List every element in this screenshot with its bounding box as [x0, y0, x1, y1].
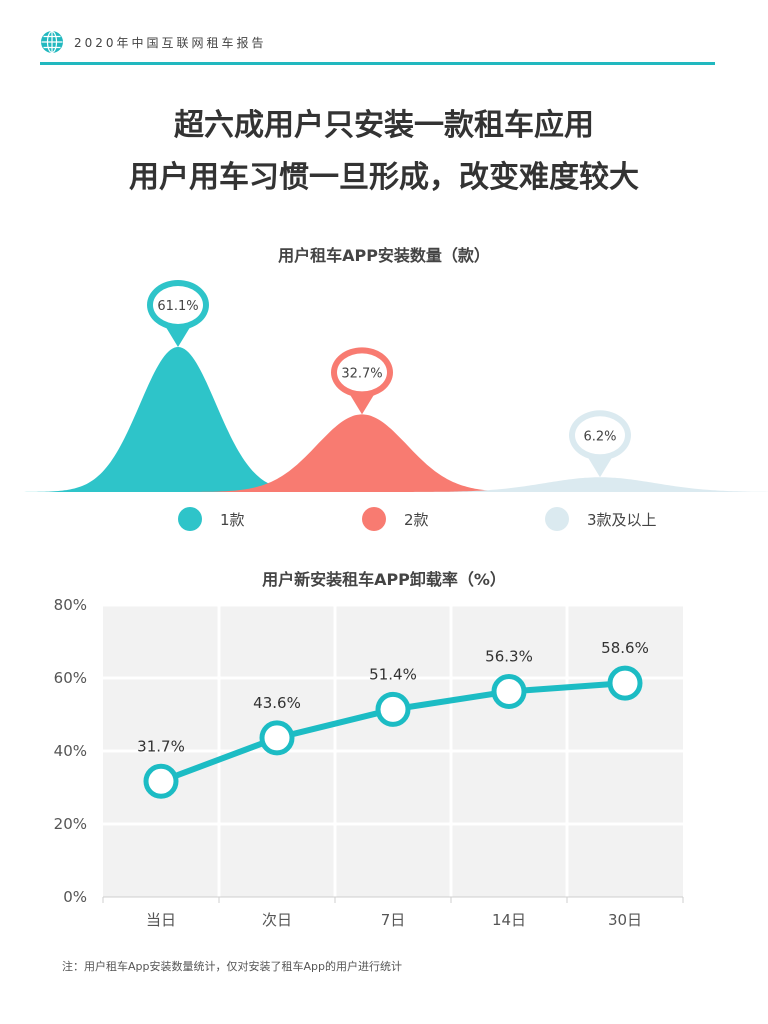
chart1-legend: 1款 2款 3款及以上	[0, 506, 768, 532]
data-label: 51.4%	[369, 665, 417, 683]
data-point	[375, 691, 411, 727]
legend-swatch-2	[362, 507, 386, 531]
data-point	[259, 720, 295, 756]
footnote: 注：用户租车App安装数量统计，仅对安装了租车App的用户进行统计	[62, 960, 402, 973]
y-tick-label: 20%	[54, 815, 87, 833]
pin-pointer	[164, 324, 192, 347]
curve-1款	[18, 347, 338, 492]
uninstall-rate-chart: 0% 20% 40% 60% 80% 当日 次日 7日 14日 30日 31.7% 43.6% 51.4…	[54, 596, 684, 929]
header-rule	[40, 62, 715, 65]
value-pin-1: 61.1%	[147, 280, 209, 347]
legend-item-2: 2款	[362, 506, 429, 532]
y-tick-label: 40%	[54, 742, 87, 760]
legend-swatch-1	[178, 507, 202, 531]
legend-label-1: 1款	[220, 510, 245, 529]
data-point	[607, 665, 643, 701]
x-tick-label: 30日	[608, 911, 642, 929]
chart1-title: 用户租车APP安装数量（款）	[278, 246, 490, 265]
value-label: 6.2%	[583, 429, 616, 444]
curve-2款	[173, 414, 551, 492]
data-label: 31.7%	[137, 737, 185, 755]
curve-3款及以上	[369, 477, 768, 492]
globe-icon	[41, 30, 63, 54]
data-label: 43.6%	[253, 694, 301, 712]
legend-swatch-3	[545, 507, 569, 531]
y-tick-label: 0%	[63, 888, 87, 906]
x-tick-label: 次日	[262, 911, 292, 929]
report-title: 2020年中国互联网租车报告	[74, 36, 267, 50]
value-pin-3: 6.2%	[569, 410, 631, 478]
pin-face	[337, 353, 387, 392]
pin-pointer	[348, 391, 376, 415]
report-header: 2020年中国互联网租车报告	[40, 28, 715, 65]
value-label: 61.1%	[157, 299, 198, 314]
pin-pointer	[586, 454, 614, 478]
y-tick-label: 80%	[54, 596, 87, 614]
value-label: 32.7%	[341, 366, 382, 381]
x-tick-label: 当日	[146, 911, 176, 929]
legend-item-1: 1款	[178, 506, 245, 532]
headline: 超六成用户只安装一款租车应用 用户用车习惯一旦形成，改变难度较大	[0, 100, 768, 204]
headline-line-1: 超六成用户只安装一款租车应用	[174, 108, 594, 143]
x-tick-label: 14日	[492, 911, 526, 929]
legend-label-2: 2款	[404, 510, 429, 529]
pin-face	[153, 286, 203, 324]
legend-label-3: 3款及以上	[587, 510, 657, 529]
data-label: 58.6%	[601, 639, 649, 657]
install-count-chart: 61.1% 32.7% 6.2%	[18, 280, 768, 492]
data-point	[491, 674, 527, 710]
value-pin-2: 32.7%	[331, 347, 393, 415]
pin-face	[575, 416, 625, 455]
data-label: 56.3%	[485, 648, 533, 666]
chart2-title: 用户新安装租车APP卸载率（%）	[262, 570, 506, 589]
y-tick-label: 60%	[54, 669, 87, 687]
headline-line-2: 用户用车习惯一旦形成，改变难度较大	[129, 160, 639, 195]
legend-item-3: 3款及以上	[545, 506, 657, 532]
x-tick-label: 7日	[381, 911, 406, 929]
data-point	[143, 763, 179, 799]
